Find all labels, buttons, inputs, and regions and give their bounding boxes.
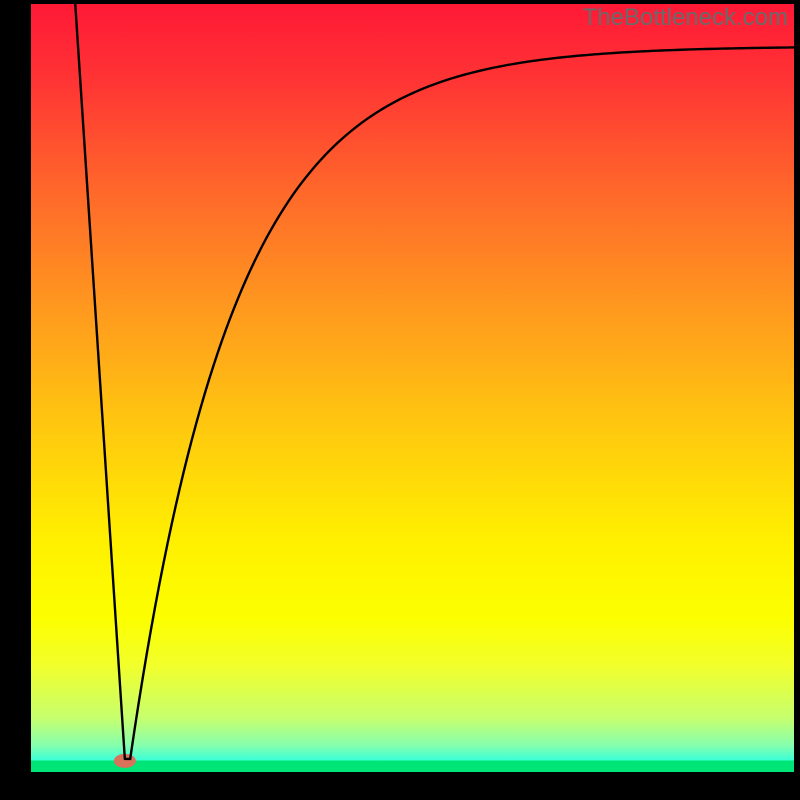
- plot-area: [31, 4, 794, 772]
- green-band: [31, 760, 794, 772]
- watermark-text: TheBottleneck.com: [583, 4, 788, 32]
- plot-svg: [31, 4, 794, 772]
